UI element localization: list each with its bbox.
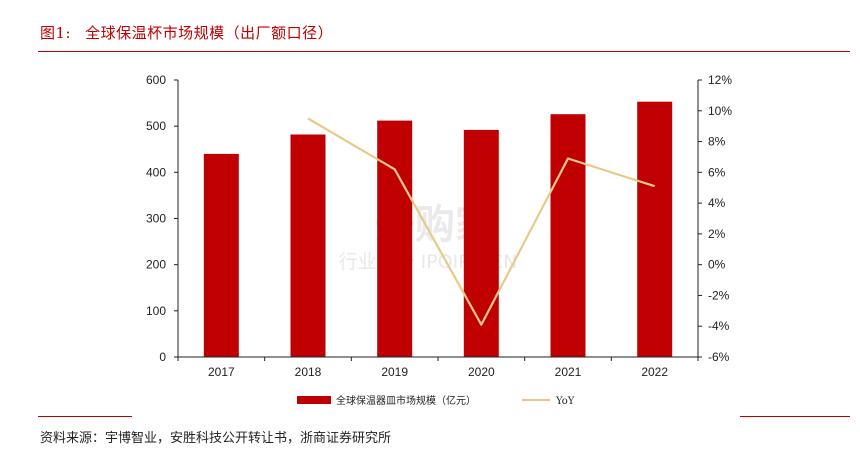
y-left-tick-label: 200 <box>146 258 166 272</box>
x-tick-label: 2020 <box>468 365 495 379</box>
footer-rule-left <box>38 416 132 417</box>
source-note: 资料来源：宇博智业，安胜科技公开转让书，浙商证券研究所 <box>40 431 392 446</box>
y-right-tick-label: 6% <box>708 165 726 179</box>
x-tick-label: 2022 <box>641 365 668 379</box>
y-left-tick-label: 300 <box>146 212 166 226</box>
y-right-tick-label: 4% <box>708 196 726 210</box>
bar-2019 <box>377 120 413 357</box>
y-left-tick-label: 600 <box>146 73 166 87</box>
x-tick-label: 2018 <box>295 365 322 379</box>
y-right-tick-label: 8% <box>708 135 726 149</box>
legend-label-line: YoY <box>555 396 575 407</box>
footer-rule-right <box>740 416 850 417</box>
y-right-tick-label: -6% <box>708 350 730 364</box>
x-tick-label: 2021 <box>555 365 582 379</box>
y-right-tick-label: 12% <box>708 73 732 87</box>
y-right-tick-label: -4% <box>708 319 730 333</box>
bar-2018 <box>290 134 326 357</box>
bar-2022 <box>637 101 673 357</box>
y-right-tick-label: 2% <box>708 227 726 241</box>
title-rule <box>38 51 850 52</box>
x-tick-label: 2019 <box>381 365 408 379</box>
bar-2017 <box>203 153 239 357</box>
y-right-tick-label: -2% <box>708 288 730 302</box>
y-left-tick-label: 0 <box>159 350 166 364</box>
figure-title: 图1: 全球保温杯市场规模（出厂额口径） <box>40 22 333 43</box>
x-tick-label: 2017 <box>208 365 235 379</box>
y-left-tick-label: 500 <box>146 119 166 133</box>
y-right-tick-label: 10% <box>708 104 732 118</box>
bar-2020 <box>463 129 499 357</box>
figure-number: 图1: <box>40 24 72 42</box>
y-left-tick-label: 100 <box>146 304 166 318</box>
legend-swatch-bar <box>297 396 331 404</box>
y-right-tick-label: 0% <box>708 258 726 272</box>
legend-label-bar: 全球保温器皿市场规模（亿元） <box>336 394 476 407</box>
bar-2021 <box>550 114 586 357</box>
figure-title-text: 全球保温杯市场规模（出厂额口径） <box>85 24 334 42</box>
y-left-tick-label: 400 <box>146 165 166 179</box>
